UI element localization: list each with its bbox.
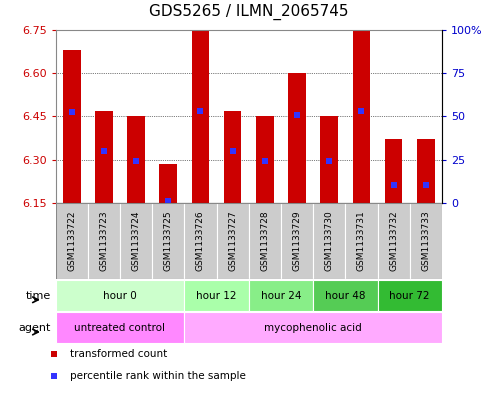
Bar <box>256 116 274 203</box>
Text: GSM1133728: GSM1133728 <box>260 211 270 272</box>
Bar <box>378 280 442 311</box>
Text: hour 48: hour 48 <box>325 290 366 301</box>
Text: GSM1133726: GSM1133726 <box>196 211 205 272</box>
Bar <box>417 140 435 203</box>
Bar <box>320 116 338 203</box>
Bar <box>378 203 410 279</box>
Bar <box>56 280 185 311</box>
Text: GSM1133731: GSM1133731 <box>357 211 366 272</box>
Text: GSM1133722: GSM1133722 <box>67 211 76 271</box>
Text: hour 12: hour 12 <box>196 290 237 301</box>
Bar <box>216 203 249 279</box>
Text: GSM1133724: GSM1133724 <box>131 211 141 271</box>
Text: GSM1133727: GSM1133727 <box>228 211 237 272</box>
Bar <box>127 116 145 203</box>
Bar <box>159 164 177 203</box>
Bar <box>313 280 378 311</box>
Text: hour 24: hour 24 <box>261 290 301 301</box>
Text: GSM1133729: GSM1133729 <box>293 211 301 272</box>
Text: hour 72: hour 72 <box>389 290 430 301</box>
Text: GDS5265 / ILMN_2065745: GDS5265 / ILMN_2065745 <box>149 4 349 20</box>
Text: mycophenolic acid: mycophenolic acid <box>264 323 362 333</box>
Bar <box>353 31 370 203</box>
Bar <box>410 203 442 279</box>
Bar <box>249 280 313 311</box>
Bar <box>345 203 378 279</box>
Bar <box>56 312 185 343</box>
Bar <box>63 50 81 203</box>
Text: GSM1133730: GSM1133730 <box>325 211 334 272</box>
Bar <box>185 312 442 343</box>
Text: untreated control: untreated control <box>74 323 166 333</box>
Text: GSM1133723: GSM1133723 <box>99 211 108 272</box>
Bar <box>185 280 249 311</box>
Text: GSM1133725: GSM1133725 <box>164 211 173 272</box>
Bar <box>281 203 313 279</box>
Text: GSM1133732: GSM1133732 <box>389 211 398 272</box>
Bar <box>185 203 216 279</box>
Bar <box>224 110 242 203</box>
Bar <box>88 203 120 279</box>
Bar <box>192 31 209 203</box>
Text: transformed count: transformed count <box>70 349 167 359</box>
Bar <box>288 73 306 203</box>
Bar <box>95 110 113 203</box>
Text: time: time <box>26 290 51 301</box>
Bar <box>313 203 345 279</box>
Text: GSM1133733: GSM1133733 <box>421 211 430 272</box>
Text: agent: agent <box>18 323 51 333</box>
Text: hour 0: hour 0 <box>103 290 137 301</box>
Bar <box>56 203 88 279</box>
Bar <box>249 203 281 279</box>
Text: percentile rank within the sample: percentile rank within the sample <box>70 371 245 380</box>
Bar <box>120 203 152 279</box>
Bar <box>385 140 402 203</box>
Bar <box>152 203 185 279</box>
